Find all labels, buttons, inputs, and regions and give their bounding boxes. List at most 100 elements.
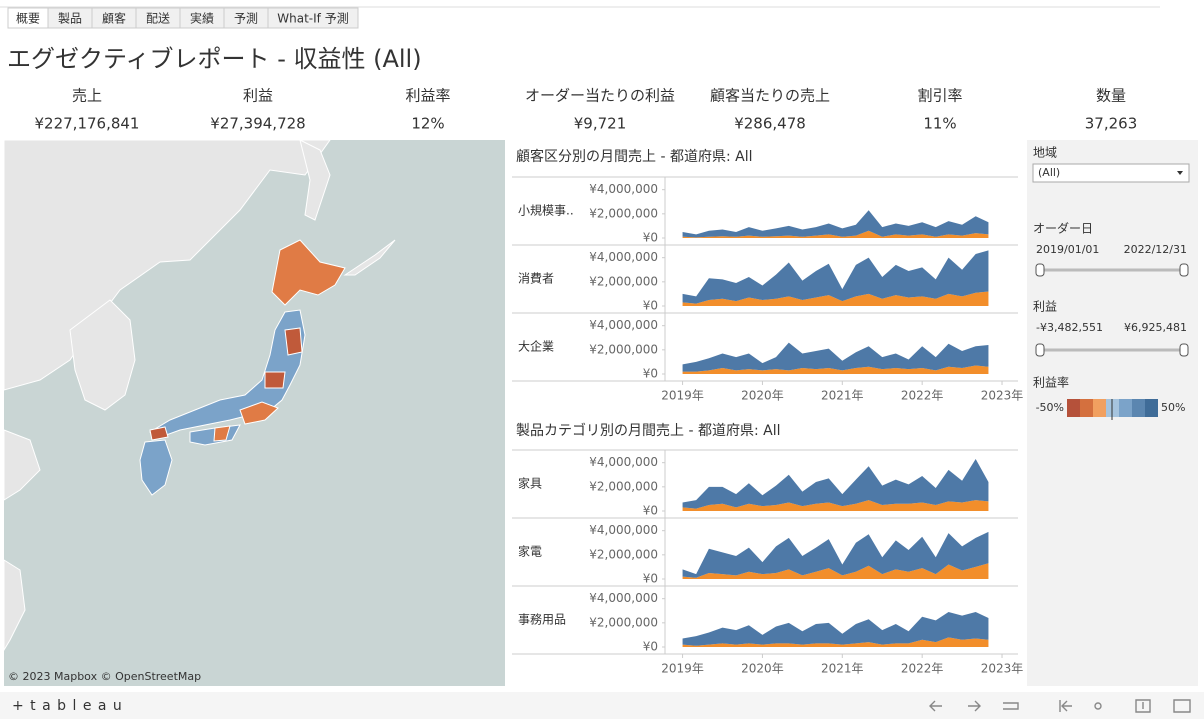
kpi-label: 数量 xyxy=(1096,87,1126,105)
x-tick-label: 2022年 xyxy=(901,389,944,403)
tab-label: 概要 xyxy=(16,12,40,26)
x-tick-label: 2019年 xyxy=(661,662,704,676)
tab-label: 顧客 xyxy=(102,11,126,26)
map-region xyxy=(149,426,169,441)
y-tick-label: ¥4,000,000 xyxy=(589,523,658,537)
region-dropdown[interactable] xyxy=(1032,163,1190,183)
kpi-value: ¥286,478 xyxy=(734,115,806,133)
dropdown-arrow xyxy=(1177,171,1183,175)
reset-icon[interactable] xyxy=(1059,700,1072,712)
range-end: 2022/12/31 xyxy=(1124,243,1187,256)
map-attribution: © 2023 Mapbox © OpenStreetMap xyxy=(8,670,201,683)
map-land xyxy=(3,429,41,501)
undo-icon[interactable] xyxy=(929,700,942,712)
tab[interactable] xyxy=(267,7,359,29)
legend-swatch xyxy=(1093,399,1106,417)
range-start: -¥3,482,551 xyxy=(1036,321,1103,334)
slider-handle[interactable] xyxy=(1035,343,1045,357)
tab-label: 配送 xyxy=(146,11,170,26)
tab-label: 予測 xyxy=(234,12,258,26)
area xyxy=(682,563,989,579)
chart-title: 製品カテゴリ別の月間売上 - 都道府県: All xyxy=(516,422,780,439)
y-tick-label: ¥2,000,000 xyxy=(589,206,658,220)
y-tick-label: ¥4,000,000 xyxy=(589,182,658,196)
tab-label: What-If 予測 xyxy=(277,12,348,26)
kpi-label: 利益率 xyxy=(405,87,450,105)
kpi-row: 売上 ¥227,176,841 利益 ¥27,394,728 利益率 12% オーダー当たり… xyxy=(35,87,1138,133)
tab-bar: 概要 製品 顧客 配送 実績 予測 What-If 予測 xyxy=(7,7,359,29)
dashboard-title: エグゼクティブレポート - 収益性 (All) xyxy=(7,45,422,73)
map: © 2023 Mapbox © OpenStreetMap xyxy=(3,139,505,686)
y-tick-label: ¥2,000,000 xyxy=(589,547,658,561)
legend-swatch xyxy=(1080,399,1093,417)
kpi-value: 11% xyxy=(923,115,956,133)
map-land xyxy=(69,299,136,411)
area xyxy=(682,291,989,306)
kpi-value: ¥27,394,728 xyxy=(210,115,305,133)
area xyxy=(682,365,989,374)
footer: + t a b l e a u xyxy=(0,692,1204,719)
footer-bg xyxy=(0,692,1204,719)
redo-icon[interactable] xyxy=(968,700,981,712)
map-region xyxy=(284,327,303,356)
x-tick-label: 2019年 xyxy=(661,389,704,403)
area xyxy=(682,459,989,509)
map-land xyxy=(299,139,331,221)
map-region xyxy=(139,439,173,496)
map-land xyxy=(343,239,396,276)
slider-handle[interactable] xyxy=(1179,343,1189,357)
revert-icon[interactable] xyxy=(1003,702,1019,710)
y-tick-label: ¥2,000,000 xyxy=(589,274,658,288)
filter-panel: 地域 (All) オーダー日 2019/01/01 2022/12/31 利益 … xyxy=(1027,140,1198,686)
legend-swatch xyxy=(1145,399,1158,417)
legend-min: -50% xyxy=(1036,401,1064,414)
kpi-label: 顧客当たりの売上 xyxy=(710,87,830,105)
dropdown-value: (All) xyxy=(1038,166,1060,179)
map-region xyxy=(264,371,286,389)
y-tick-label: ¥0 xyxy=(643,231,658,245)
row-label: 家具 xyxy=(518,476,542,491)
download-icon[interactable] xyxy=(1135,699,1151,713)
y-tick-label: ¥0 xyxy=(643,299,658,313)
area xyxy=(682,342,989,372)
y-tick-label: ¥4,000,000 xyxy=(589,591,658,605)
filter-label: 利益 xyxy=(1033,300,1057,314)
kpi-value: 12% xyxy=(411,115,444,133)
area xyxy=(682,500,989,511)
kpi-label: 売上 xyxy=(72,87,102,105)
toolbar xyxy=(929,699,1191,713)
area xyxy=(682,637,989,647)
charts: 顧客区分別の月間売上 - 都道府県: All 小規模事.. ¥4,000,000 ¥2… xyxy=(512,148,1023,676)
x-tick-label: 2021年 xyxy=(821,662,864,676)
range-end: ¥6,925,481 xyxy=(1124,321,1187,334)
map-land xyxy=(3,559,26,652)
color-legend xyxy=(1067,399,1158,420)
filter-label: 利益率 xyxy=(1033,375,1069,390)
x-tick-label: 2020年 xyxy=(741,662,784,676)
row-label: 家電 xyxy=(518,544,542,559)
slider-handle[interactable] xyxy=(1179,263,1189,277)
kpi-label: オーダー当たりの利益 xyxy=(525,87,675,105)
slider-handle[interactable] xyxy=(1035,263,1045,277)
x-tick-label: 2020年 xyxy=(741,389,784,403)
tab-label: 製品 xyxy=(58,12,82,26)
tab-label: 実績 xyxy=(190,11,214,26)
y-tick-label: ¥0 xyxy=(643,640,658,654)
legend-swatch xyxy=(1067,399,1080,417)
legend-max: 50% xyxy=(1161,401,1185,414)
filter-label: 地域 xyxy=(1033,146,1057,160)
filter-label: オーダー日 xyxy=(1033,221,1093,236)
kpi-value: ¥227,176,841 xyxy=(35,115,140,133)
kpi-label: 割引率 xyxy=(917,87,962,105)
range-start: 2019/01/01 xyxy=(1036,243,1099,256)
row-label: 消費者 xyxy=(518,271,554,286)
share-icon[interactable] xyxy=(1094,702,1102,710)
area xyxy=(682,250,989,304)
fullscreen-icon[interactable] xyxy=(1173,699,1191,713)
chart-title: 顧客区分別の月間売上 - 都道府県: All xyxy=(516,148,752,165)
y-tick-label: ¥0 xyxy=(643,367,658,381)
y-tick-label: ¥2,000,000 xyxy=(589,342,658,356)
y-tick-label: ¥0 xyxy=(643,572,658,586)
y-tick-label: ¥0 xyxy=(643,504,658,518)
